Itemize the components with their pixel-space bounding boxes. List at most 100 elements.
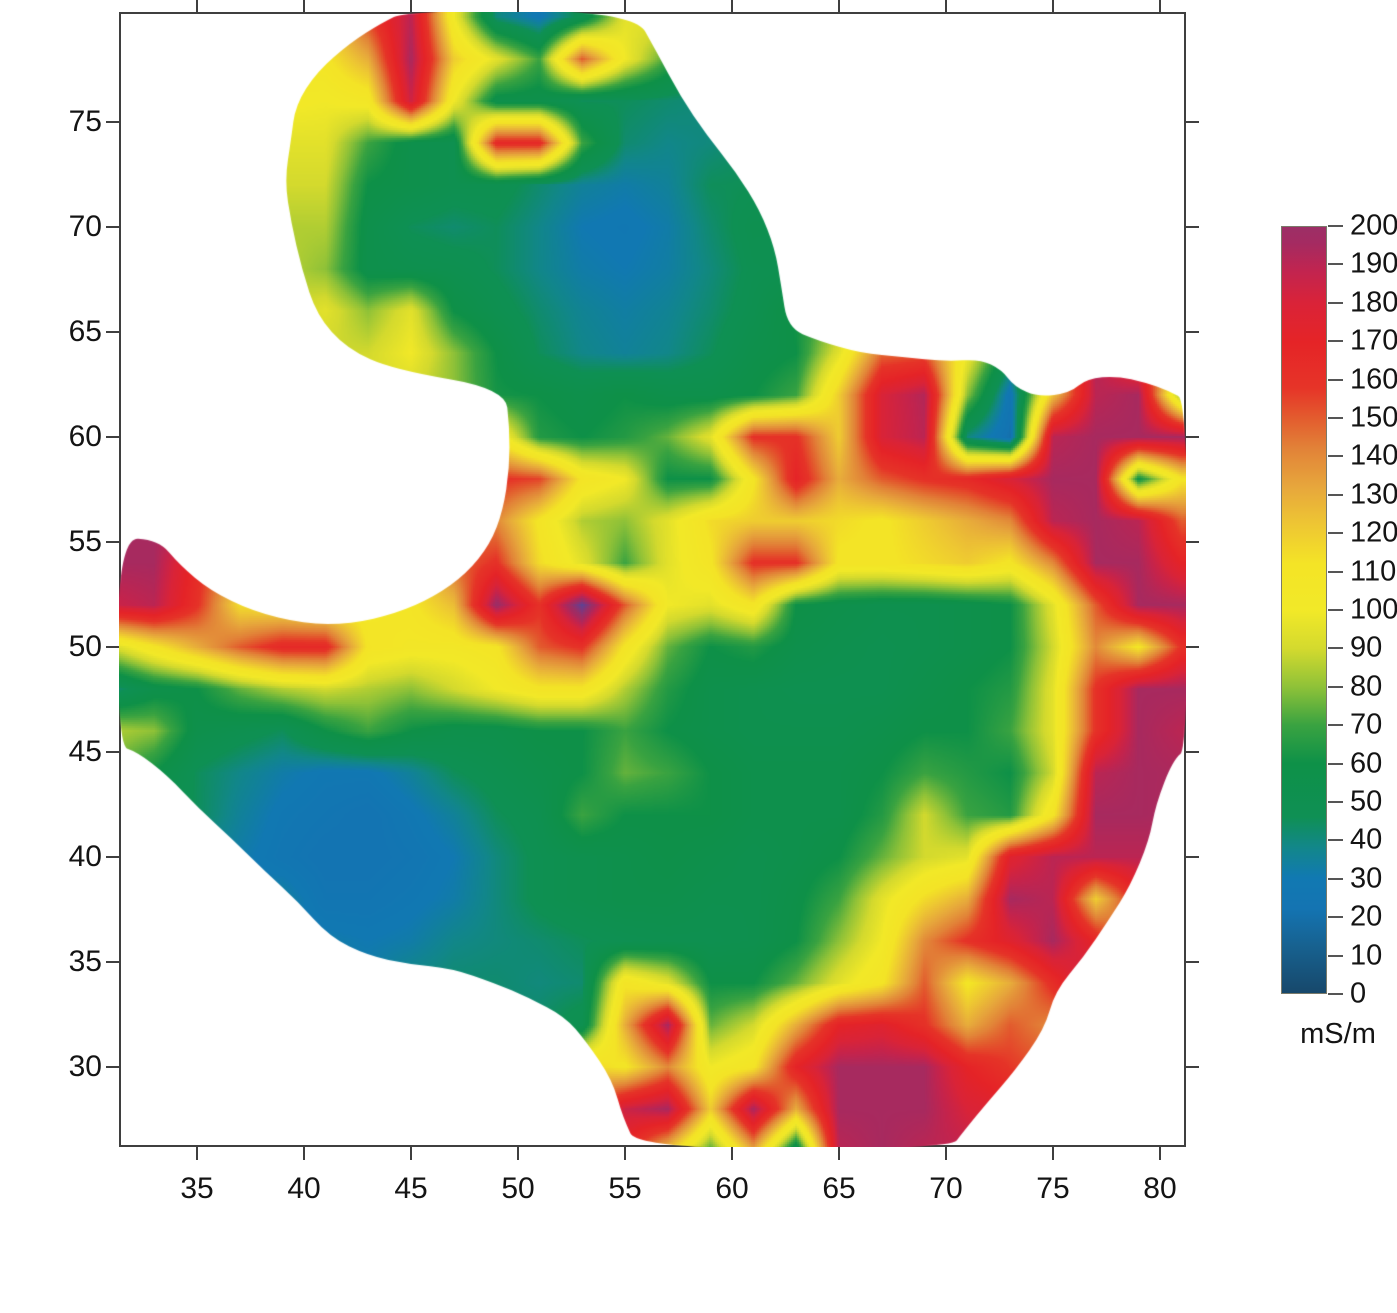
- colorbar-tick-label: 190: [1350, 247, 1397, 280]
- colorbar-tick-label: 120: [1350, 516, 1397, 549]
- y-tick-mark: [106, 436, 119, 439]
- colorbar-tick-label: 30: [1350, 862, 1383, 895]
- x-tick-mark: [196, 1147, 198, 1160]
- x-tick-mark-top: [624, 0, 626, 12]
- x-tick-mark: [410, 1147, 412, 1160]
- x-tick-mark: [1158, 1147, 1161, 1160]
- y-tick-mark-right: [1186, 331, 1199, 334]
- colorbar-tick-mark: [1328, 532, 1343, 535]
- colorbar-tick-label: 110: [1350, 555, 1397, 588]
- colorbar-tick-label: 70: [1350, 708, 1383, 741]
- colorbar-tick-mark: [1328, 493, 1343, 496]
- y-tick-mark-right: [1186, 751, 1199, 753]
- colorbar-tick-mark: [1328, 263, 1343, 266]
- y-tick-label: 55: [68, 525, 102, 559]
- x-tick-label: 70: [929, 1172, 963, 1205]
- colorbar-tick-mark: [1328, 225, 1343, 227]
- y-tick-mark: [106, 541, 119, 544]
- x-tick-label: 80: [1143, 1172, 1177, 1205]
- y-tick-label: 35: [68, 944, 102, 978]
- y-tick-mark: [106, 331, 119, 334]
- colorbar-tick-label: 90: [1350, 631, 1383, 664]
- x-tick-mark-top: [944, 0, 947, 12]
- x-tick-mark: [944, 1147, 947, 1160]
- x-tick-mark-top: [410, 0, 412, 12]
- x-tick-label: 65: [822, 1172, 856, 1205]
- x-tick-mark-top: [1158, 0, 1161, 12]
- colorbar-tick-mark: [1328, 916, 1343, 919]
- y-tick-mark: [106, 856, 119, 858]
- colorbar-unit-label: mS/m: [1300, 1018, 1376, 1050]
- colorbar-tick-label: 140: [1350, 439, 1397, 472]
- colorbar-tick-label: 200: [1350, 209, 1397, 242]
- colorbar-tick-mark: [1328, 378, 1343, 381]
- y-tick-mark-right: [1186, 226, 1199, 229]
- y-tick-label: 30: [68, 1049, 102, 1083]
- colorbar-tick-label: 50: [1350, 785, 1383, 818]
- x-tick-label: 50: [501, 1172, 535, 1205]
- x-tick-mark: [1051, 1147, 1054, 1160]
- colorbar-tick-mark: [1328, 455, 1343, 458]
- colorbar-tick-mark: [1328, 877, 1343, 880]
- colorbar-tick-mark: [1328, 685, 1343, 688]
- y-tick-mark-right: [1186, 1065, 1199, 1068]
- x-tick-mark: [624, 1147, 626, 1160]
- x-tick-mark: [731, 1147, 733, 1160]
- colorbar-tick-label: 160: [1350, 363, 1397, 396]
- y-tick-mark: [106, 751, 119, 753]
- x-tick-mark-top: [517, 0, 519, 12]
- colorbar-tick-mark: [1328, 301, 1343, 304]
- x-tick-mark-top: [303, 0, 305, 12]
- colorbar-tick-label: 0: [1350, 977, 1367, 1010]
- x-tick-label: 35: [180, 1172, 214, 1205]
- y-tick-mark: [106, 646, 119, 648]
- y-tick-label: 65: [68, 315, 102, 349]
- colorbar-gradient: [1281, 226, 1327, 994]
- colorbar-tick-mark: [1328, 993, 1343, 995]
- y-tick-label: 45: [68, 735, 102, 768]
- colorbar-tick-label: 40: [1350, 823, 1383, 856]
- y-tick-label: 70: [68, 210, 102, 244]
- y-tick-mark-right: [1186, 960, 1199, 963]
- x-tick-label: 55: [608, 1172, 642, 1205]
- colorbar-tick-label: 80: [1350, 670, 1383, 703]
- x-tick-mark: [303, 1147, 305, 1160]
- y-tick-mark-right: [1186, 121, 1199, 124]
- colorbar-tick-mark: [1328, 762, 1343, 765]
- y-tick-label: 60: [68, 420, 102, 454]
- y-tick-mark: [106, 960, 119, 963]
- colorbar-tick-mark: [1328, 839, 1343, 842]
- colorbar-tick-label: 10: [1350, 939, 1383, 972]
- x-tick-mark-top: [731, 0, 733, 12]
- colorbar-tick-label: 170: [1350, 324, 1397, 357]
- x-tick-label: 60: [715, 1172, 749, 1205]
- colorbar-tick-mark: [1328, 609, 1343, 611]
- colorbar-tick-mark: [1328, 724, 1343, 727]
- x-tick-label: 40: [287, 1172, 321, 1205]
- x-tick-mark: [517, 1147, 519, 1160]
- y-tick-mark-right: [1186, 856, 1199, 858]
- y-tick-label: 75: [68, 105, 102, 139]
- x-tick-mark-top: [838, 0, 840, 12]
- colorbar-tick-label: 20: [1350, 900, 1383, 933]
- y-tick-mark-right: [1186, 541, 1199, 544]
- y-tick-mark: [106, 121, 119, 124]
- y-tick-mark: [106, 226, 119, 229]
- colorbar-tick-mark: [1328, 417, 1343, 419]
- colorbar-tick-mark: [1328, 954, 1343, 957]
- y-tick-label: 50: [68, 630, 102, 663]
- colorbar-tick-mark: [1328, 340, 1343, 343]
- colorbar-tick-label: 180: [1350, 286, 1397, 319]
- x-tick-label: 45: [394, 1172, 428, 1205]
- colorbar-tick-label: 100: [1350, 593, 1397, 626]
- colorbar-tick-label: 150: [1350, 401, 1397, 434]
- x-tick-mark-top: [196, 0, 198, 12]
- colorbar-tick-mark: [1328, 570, 1343, 573]
- colorbar-tick-label: 60: [1350, 747, 1383, 780]
- colorbar-tick-label: 130: [1350, 478, 1397, 511]
- y-tick-mark-right: [1186, 646, 1199, 648]
- colorbar-tick-mark: [1328, 801, 1343, 803]
- conductivity-heatmap-canvas: [119, 12, 1186, 1147]
- y-tick-label: 40: [68, 840, 102, 873]
